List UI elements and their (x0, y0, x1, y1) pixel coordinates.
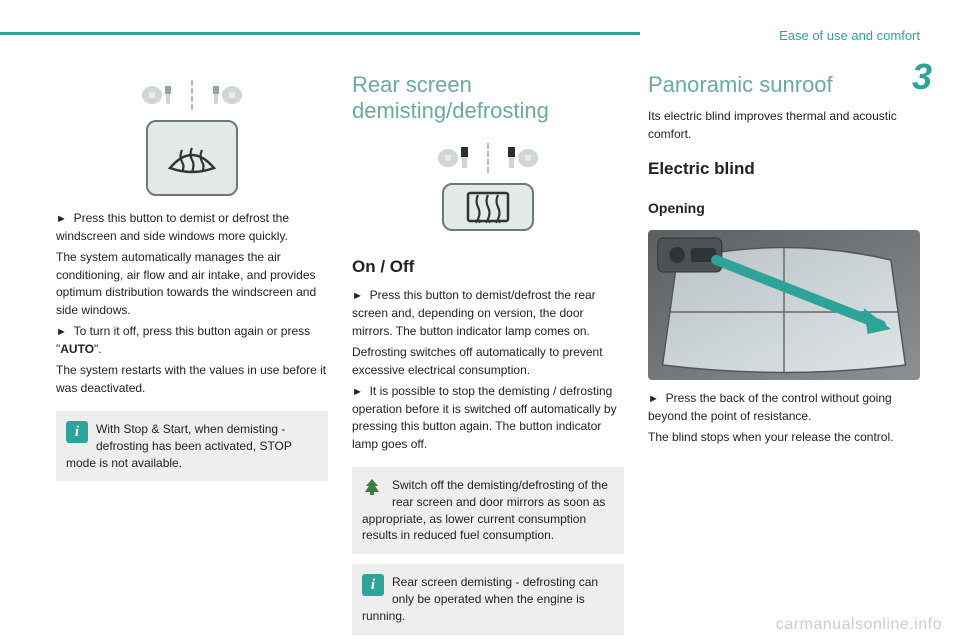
tree-icon (362, 477, 384, 499)
steering-left-icon (437, 143, 479, 173)
header-rule (0, 32, 640, 35)
column-2: Rear screen demisting/defrosting On / Of… (352, 72, 624, 622)
info-icon: i (362, 574, 384, 596)
bullet-arrow-icon: ► (352, 290, 363, 302)
column-1: ► Press this button to demist or defrost… (56, 72, 328, 622)
watermark: carmanualsonline.info (776, 616, 942, 634)
heading-sunroof: Panoramic sunroof (648, 72, 920, 98)
bullet-arrow-icon: ► (56, 213, 67, 225)
heading-opening: Opening (648, 198, 920, 218)
steering-right-icon (497, 143, 539, 173)
body-text: Defrosting switches off automatically to… (352, 344, 624, 379)
info-box: i Rear screen demisting - defrosting can… (352, 564, 624, 634)
bullet-arrow-icon: ► (352, 386, 363, 398)
text: Press this button to demist/defrost the … (352, 288, 596, 337)
divider-icon (487, 143, 489, 173)
steering-right-icon (201, 80, 243, 110)
rear-defrost-icon (460, 185, 516, 229)
text-bold: AUTO (60, 342, 94, 356)
heading-electric-blind: Electric blind (648, 157, 920, 182)
body-text: ► Press this button to demist or defrost… (56, 210, 328, 245)
bullet-arrow-icon: ► (56, 326, 67, 338)
info-icon: i (66, 421, 88, 443)
steering-left-icon (141, 80, 183, 110)
text: It is possible to stop the demisting / d… (352, 384, 617, 451)
info-box: i With Stop & Start, when demisting - de… (56, 411, 328, 481)
heading-onoff: On / Off (352, 255, 624, 280)
text: Press this button to demist or defrost t… (56, 211, 289, 243)
rear-defrost-button-figure (442, 183, 534, 231)
steering-figure-row (56, 80, 328, 110)
bullet-arrow-icon: ► (648, 393, 659, 405)
text: ". (94, 342, 102, 356)
body-text: ► Press this button to demist/defrost th… (352, 287, 624, 340)
eco-tip-box: Switch off the demisting/defrosting of t… (352, 467, 624, 554)
body-text: ► Press the back of the control without … (648, 390, 920, 425)
tip-text: Switch off the demisting/defrosting of t… (362, 478, 608, 542)
body-text: The blind stops when your release the co… (648, 429, 920, 446)
body-text: The system automatically manages the air… (56, 249, 328, 319)
info-text: Rear screen demisting - defrosting can o… (362, 575, 598, 623)
body-text: The system restarts with the values in u… (56, 362, 328, 397)
content-columns: ► Press this button to demist or defrost… (56, 72, 920, 622)
body-text: ► It is possible to stop the demisting /… (352, 383, 624, 453)
sunroof-photo (648, 230, 920, 380)
info-text: With Stop & Start, when demisting - defr… (66, 422, 292, 470)
front-defrost-button-figure (146, 120, 238, 196)
text: Press the back of the control without go… (648, 391, 892, 423)
column-3: Panoramic sunroof Its electric blind imp… (648, 72, 920, 622)
steering-figure-row (352, 143, 624, 173)
heading-rear-demist: Rear screen demisting/defrosting (352, 72, 624, 125)
divider-icon (191, 80, 193, 110)
body-text: ► To turn it off, press this button agai… (56, 323, 328, 358)
section-label: Ease of use and comfort (779, 28, 920, 43)
body-text: Its electric blind improves thermal and … (648, 108, 920, 143)
windscreen-defrost-icon (164, 136, 220, 180)
